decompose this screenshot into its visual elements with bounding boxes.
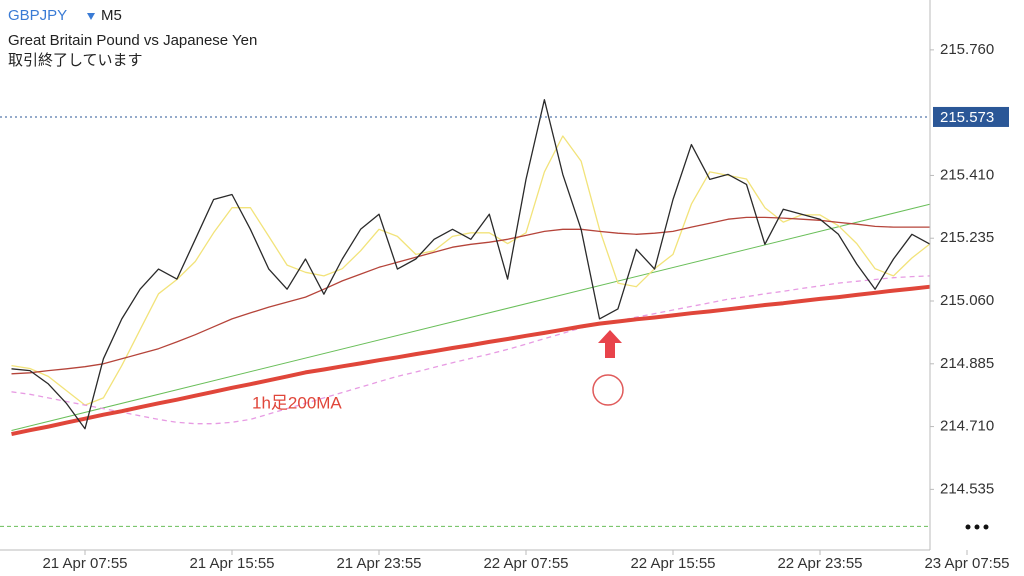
x-tick-label: 22 Apr 23:55 — [777, 555, 862, 572]
x-tick-label: 21 Apr 15:55 — [189, 555, 274, 572]
y-tick-label: 215.760 — [940, 41, 994, 58]
chart-title: Great Britain Pound vs Japanese Yen — [8, 32, 257, 49]
x-tick-label: 22 Apr 15:55 — [630, 555, 715, 572]
series-line — [11, 135, 931, 406]
menu-dots[interactable] — [965, 524, 989, 530]
timeframe[interactable]: M5 — [101, 7, 122, 24]
x-tick-label: 23 Apr 07:55 — [924, 555, 1009, 572]
plot-area — [0, 99, 931, 527]
dot[interactable] — [965, 524, 971, 530]
current-price-label: 215.573 — [940, 109, 994, 126]
x-tick-label: 22 Apr 07:55 — [483, 555, 568, 572]
symbol[interactable]: GBPJPY — [8, 7, 67, 24]
x-tick-label: 21 Apr 23:55 — [336, 555, 421, 572]
header-bg — [0, 0, 330, 74]
y-tick-label: 215.410 — [940, 166, 994, 183]
y-tick-label: 215.235 — [940, 229, 994, 246]
arrow-marker — [598, 330, 622, 358]
y-tick-label: 215.060 — [940, 292, 994, 309]
y-tick-label: 214.535 — [940, 480, 994, 497]
x-tick-label: 21 Apr 07:55 — [42, 555, 127, 572]
annotation: 1h足200MA — [252, 393, 342, 412]
current-price-box — [933, 106, 1009, 127]
series-line — [11, 275, 931, 425]
trendline — [11, 203, 931, 432]
dropdown-arrow[interactable] — [87, 13, 95, 20]
series-line — [11, 216, 931, 375]
chart-subtitle: 取引終了しています — [8, 52, 143, 69]
y-tick-label: 214.885 — [940, 355, 994, 372]
circle-marker — [592, 374, 624, 406]
dot[interactable] — [983, 524, 989, 530]
series-line — [11, 99, 931, 430]
series-line — [11, 284, 931, 437]
dot[interactable] — [974, 524, 980, 530]
y-tick-label: 214.710 — [940, 418, 994, 435]
